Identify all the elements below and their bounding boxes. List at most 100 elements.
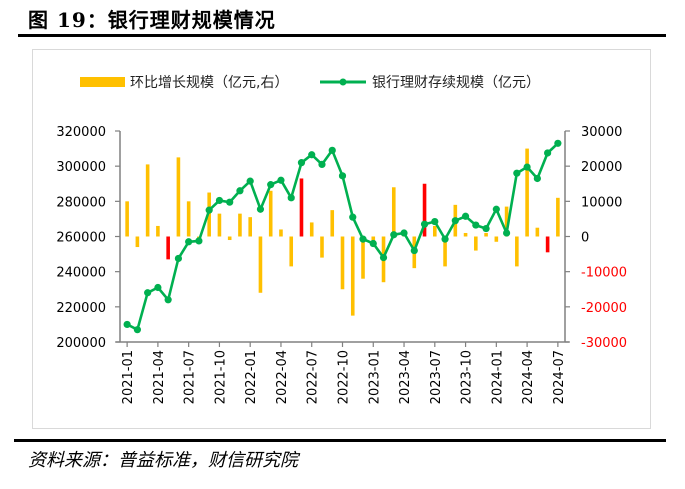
line-point [185,238,193,246]
figure-title: 图 19：银行理财规模情况 [28,4,276,33]
line-point [472,221,480,229]
line-point [297,159,306,167]
bar [238,213,242,237]
x-tick-label: 2023-04 [398,350,413,404]
bar [289,236,294,267]
bar [156,225,160,237]
bar [504,206,509,237]
bar [463,232,468,237]
bar [433,225,437,237]
bar [217,213,222,237]
line-point [267,181,275,189]
bar [484,232,488,237]
line-point [154,283,162,292]
bar [135,236,140,248]
bar [268,190,273,237]
line-point [195,237,203,245]
right-tick-label: -20000 [581,301,627,316]
line-point [215,196,224,205]
bar [258,236,263,293]
title-divider [18,34,666,37]
line-point [400,229,408,237]
line-point [236,187,244,195]
x-tick-label: 2023-01 [367,350,382,404]
line-point [246,177,254,185]
bar [535,227,540,237]
right-tick-label: 10000 [581,195,622,210]
left-tick-label: 220000 [56,301,106,316]
x-tick-label: 2021-04 [152,350,167,404]
line-point [144,289,152,297]
source-note: 资料来源：普益标准，财信研究院 [28,450,298,471]
bar [320,236,324,258]
right-tick-label: -10000 [581,266,627,281]
tick-labels: 2000002200002400002600002800003000003200… [56,125,627,404]
legend-bar-swatch [80,77,125,87]
line-point [492,205,500,213]
line-point [359,235,367,243]
bar [186,201,191,237]
line-point [461,212,470,220]
x-tick-label: 2022-01 [244,350,259,404]
line-point [441,235,449,243]
line-point [277,176,285,184]
bar [309,222,314,237]
left-tick-label: 200000 [56,336,106,351]
left-tick-label: 320000 [56,125,106,140]
line-point [544,149,552,157]
source-divider [14,439,666,442]
bar [176,157,181,237]
bar [361,236,365,279]
line-series [123,139,562,334]
x-tick-label: 2024-07 [552,350,567,404]
legend-bar-label: 环比增长规模（亿元,右） [130,75,288,91]
left-tick-label: 280000 [56,195,106,210]
left-tick-label: 300000 [56,160,106,175]
right-tick-label: 20000 [581,160,622,175]
legend-line-label: 银行理财存续规模（亿元） [372,74,540,91]
bar [227,236,232,241]
figure-title-text: ：银行理财规模情况 [86,8,276,32]
bar-highlight [166,236,170,260]
bar [443,236,447,267]
right-tick-label: 0 [581,231,589,246]
line-point [308,151,316,159]
left-tick-label: 240000 [56,266,106,281]
x-tick-label: 2024-04 [521,350,536,404]
bar [525,148,529,237]
line-point [451,217,459,225]
x-tick-label: 2023-10 [460,350,475,404]
line-point [256,205,265,213]
legend: 环比增长规模（亿元,右） 银行理财存续规模（亿元） [80,74,540,91]
line-point [318,160,326,169]
line-point [379,254,388,262]
line-point [287,194,295,202]
line-point [410,246,418,255]
line-point [513,169,521,177]
bar [207,192,211,237]
bar [248,217,252,237]
bar [330,210,335,237]
line-point [390,231,398,239]
line-point [369,239,377,248]
line-point [123,320,131,329]
bar-highlight [422,183,427,237]
line-point [533,174,541,183]
line-point [328,146,336,154]
line-point [431,217,439,226]
x-tick-label: 2024-01 [490,350,505,404]
line-point [502,229,511,237]
axes [115,130,570,347]
bar [474,236,478,251]
bar [350,236,355,316]
right-tick-label: -30000 [581,336,627,351]
x-tick-label: 2021-10 [213,350,228,404]
line-point [205,206,213,214]
x-tick-label: 2022-07 [306,350,321,404]
line-point [349,213,357,221]
bar [556,197,560,237]
line-point [482,224,490,233]
line-point [523,163,531,171]
line-point [554,139,562,147]
line-point [174,254,183,263]
